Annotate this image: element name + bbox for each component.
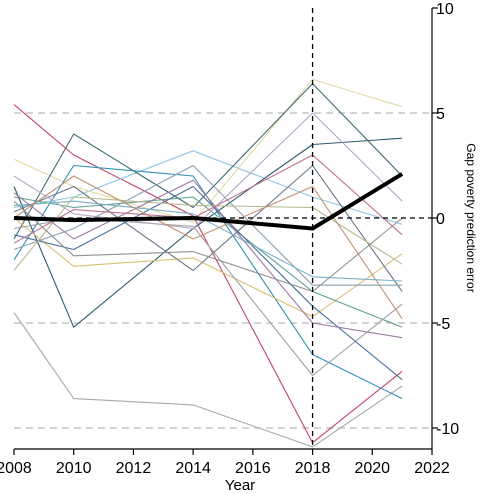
y-tick-label: -10 (436, 421, 459, 438)
series-line-8 (13, 217, 403, 318)
series-line-2 (13, 312, 403, 448)
y-tick-label: 5 (436, 106, 445, 123)
series-line-7 (13, 164, 403, 400)
series-line-13 (13, 112, 403, 230)
y-tick-label: 10 (436, 1, 454, 18)
y-tick-label: -5 (436, 316, 450, 333)
x-tick-label: 2018 (295, 460, 331, 477)
x-tick-label: 2022 (414, 460, 450, 477)
x-tick-label: 2012 (116, 460, 152, 477)
x-tick-label: 2020 (354, 460, 390, 477)
series-line-1 (13, 104, 403, 444)
series-lines (13, 78, 403, 448)
series-line-4 (13, 78, 403, 223)
mean-line (13, 172, 404, 231)
x-tick-label: 2008 (0, 460, 32, 477)
series-line-15 (13, 200, 403, 282)
series-line-3 (13, 150, 403, 225)
y-ticks: 10 5 0 -5 -10 (432, 1, 459, 438)
series-line-17 (13, 179, 403, 339)
x-tick-label: 2014 (175, 460, 211, 477)
x-tick-label: 2016 (235, 460, 271, 477)
y-axis-title: Gap poverty prediction error (464, 143, 478, 292)
series-line-16 (13, 196, 403, 271)
y-tick-label: 0 (436, 211, 445, 228)
x-ticks: 2008 2010 2012 2014 2016 2018 2020 2022 (0, 449, 450, 477)
mean-line-group (13, 172, 404, 231)
series-line-18 (13, 175, 403, 320)
series-line-5 (13, 83, 403, 240)
series-line-9 (13, 196, 403, 328)
series-line-11 (13, 164, 403, 292)
series-line-12 (13, 164, 403, 286)
axes (14, 8, 433, 450)
x-tick-label: 2010 (56, 460, 92, 477)
series-line-20 (13, 200, 403, 293)
x-axis-title: Year (225, 477, 255, 494)
series-line-14 (13, 185, 403, 381)
gridlines (14, 112, 432, 429)
series-line-10 (13, 217, 403, 377)
